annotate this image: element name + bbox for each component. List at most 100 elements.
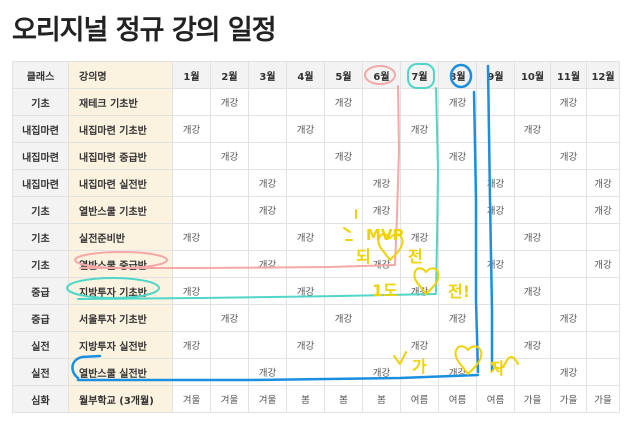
table-row: 중급 서울투자 기초반 개강 개강 개강 개강: [12, 304, 620, 332]
schedule-cell: [514, 88, 551, 116]
schedule-cell: 개강: [550, 142, 587, 170]
column-header: 1월: [172, 61, 211, 89]
column-header: 8월: [438, 61, 477, 89]
schedule-cell: [550, 250, 587, 278]
class-cell: 기초: [12, 88, 69, 116]
column-header: 6월: [362, 61, 401, 89]
schedule-cell: [400, 196, 439, 224]
class-cell: 내집마련: [12, 142, 69, 170]
schedule-cell: [210, 250, 249, 278]
table-row: 중급 지방투자 기초반 개강 개강 개강 개강: [12, 277, 620, 305]
schedule-cell: [438, 277, 477, 305]
schedule-cell: 개강: [210, 88, 249, 116]
schedule-cell: 겨울: [248, 385, 287, 413]
schedule-cell: [586, 331, 620, 359]
schedule-cell: [514, 196, 551, 224]
schedule-cell: [210, 358, 249, 386]
schedule-cell: [550, 277, 587, 305]
table-row: 기초 실전준비반 개강 개강 개강 개강: [12, 223, 620, 251]
schedule-cell: [514, 142, 551, 170]
schedule-cell: 개강: [172, 115, 211, 143]
schedule-cell: 개강: [324, 304, 363, 332]
table-row: 내집마련 내집마련 기초반 개강 개강 개강 개강: [12, 115, 620, 143]
schedule-cell: 가을: [550, 385, 587, 413]
schedule-cell: 개강: [476, 169, 515, 197]
schedule-cell: [476, 304, 515, 332]
page-title: 오리지널 정규 강의 일정: [12, 15, 277, 46]
schedule-cell: [438, 331, 477, 359]
schedule-cell: [362, 223, 401, 251]
schedule-cell: [476, 277, 515, 305]
schedule-cell: 개강: [248, 169, 287, 197]
schedule-cell: [210, 331, 249, 359]
schedule-cell: [550, 169, 587, 197]
schedule-cell: [172, 169, 211, 197]
table-row: 내집마련 내집마련 실전반 개강 개강 개강 개강: [12, 169, 620, 197]
schedule-cell: 개강: [286, 331, 325, 359]
schedule-cell: [550, 196, 587, 224]
schedule-cell: [586, 223, 620, 251]
schedule-cell: [362, 88, 401, 116]
schedule-cell: 겨울: [210, 385, 249, 413]
course-name-cell: 지방투자 기초반: [68, 277, 173, 305]
class-cell: 중급: [12, 304, 69, 332]
schedule-cell: 개강: [286, 115, 325, 143]
schedule-cell: [248, 304, 287, 332]
schedule-cell: 개강: [550, 358, 587, 386]
schedule-cell: [248, 223, 287, 251]
schedule-cell: [400, 304, 439, 332]
schedule-cell: 개강: [324, 142, 363, 170]
schedule-cell: 개강: [172, 277, 211, 305]
schedule-cell: [514, 169, 551, 197]
schedule-cell: [324, 169, 363, 197]
schedule-cell: [550, 223, 587, 251]
schedule-cell: [248, 115, 287, 143]
course-name-cell: 재테크 기초반: [68, 88, 173, 116]
schedule-cell: 개강: [586, 250, 620, 278]
schedule-cell: [514, 250, 551, 278]
schedule-cell: [210, 223, 249, 251]
schedule-cell: 개강: [438, 142, 477, 170]
schedule-cell: 여름: [438, 385, 477, 413]
schedule-cell: [362, 304, 401, 332]
schedule-cell: [324, 331, 363, 359]
class-cell: 내집마련: [12, 115, 69, 143]
schedule-cell: [400, 169, 439, 197]
schedule-cell: 개강: [362, 358, 401, 386]
schedule-cell: 개강: [362, 169, 401, 197]
column-header: 4월: [286, 61, 325, 89]
schedule-cell: 개강: [514, 277, 551, 305]
schedule-cell: [286, 88, 325, 116]
schedule-cell: [324, 223, 363, 251]
schedule-cell: 개강: [586, 169, 620, 197]
schedule-cell: [172, 250, 211, 278]
schedule-cell: 개강: [476, 196, 515, 224]
schedule-cell: 개강: [400, 331, 439, 359]
schedule-cell: [286, 169, 325, 197]
schedule-cell: [324, 250, 363, 278]
column-header: 2월: [210, 61, 249, 89]
table-row: 심화 월부학교 (3개월) 겨울 겨울 겨울 봄 봄 봄 여름 여름 여름 가을 가을 가을: [12, 385, 620, 413]
schedule-cell: [286, 250, 325, 278]
schedule-cell: [550, 331, 587, 359]
schedule-cell: 개강: [172, 223, 211, 251]
schedule-cell: 개강: [324, 88, 363, 116]
schedule-cell: 개강: [438, 358, 477, 386]
schedule-cell: 개강: [172, 331, 211, 359]
schedule-cell: [438, 196, 477, 224]
course-name-cell: 내집마련 중급반: [68, 142, 173, 170]
schedule-cell: 여름: [476, 385, 515, 413]
schedule-cell: [586, 88, 620, 116]
column-header: 3월: [248, 61, 287, 89]
schedule-cell: [248, 277, 287, 305]
schedule-cell: [476, 331, 515, 359]
schedule-cell: 개강: [210, 142, 249, 170]
class-cell: 심화: [12, 385, 69, 413]
schedule-cell: [362, 115, 401, 143]
schedule-cell: [362, 277, 401, 305]
schedule-cell: 여름: [400, 385, 439, 413]
table-row: 내집마련 내집마련 중급반 개강 개강 개강 개강: [12, 142, 620, 170]
schedule-cell: 개강: [550, 304, 587, 332]
course-name-cell: 실전준비반: [68, 223, 173, 251]
schedule-cell: [586, 277, 620, 305]
